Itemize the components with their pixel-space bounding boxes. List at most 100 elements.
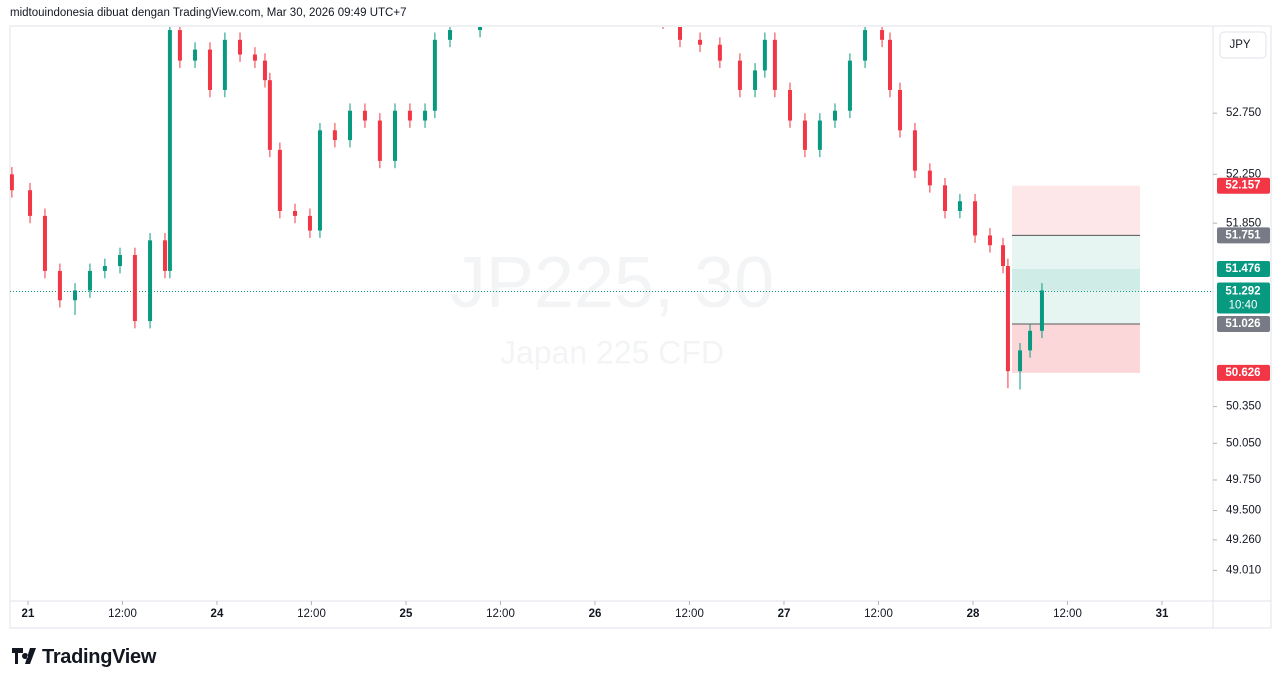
candle-body [222,39,227,90]
y-tick-label: 52.250 [1226,168,1261,180]
candle-body [267,80,272,150]
candle-body [148,240,153,322]
candle-body [87,270,92,291]
candle-body [817,120,822,150]
candle-body [1018,350,1023,372]
x-tick-label: 12:00 [864,608,893,620]
candle-body [57,270,62,301]
candle-body [307,215,312,231]
candle-body [377,120,382,161]
x-tick-label: 28 [967,608,980,620]
price-label-bg [1217,177,1270,194]
price-label-bg [1217,283,1270,314]
stop-zone-lower [1012,323,1140,373]
candle-body [698,39,703,45]
candle-body [193,49,198,61]
candle-body [912,130,917,171]
currency-label: JPY [1229,39,1250,51]
candle-body [788,89,793,121]
x-tick-label: 24 [211,608,224,620]
x-tick-label: 12:00 [297,608,326,620]
candle-body [802,120,807,150]
price-label: 50.626 [1225,367,1260,379]
price-label: 51.751 [1225,229,1261,241]
candle-body [252,54,257,61]
candle-body [332,130,337,141]
logo-text: TradingView [42,646,157,668]
candle-body [42,215,47,271]
candle-body [518,0,522,9]
candle-body [73,290,78,301]
candle-body [348,110,353,141]
candle-body [207,49,212,90]
candle-body [1039,290,1044,331]
candle-body [447,30,452,40]
candle-body [10,174,14,191]
x-tick-label: 21 [22,608,35,620]
candle-body [478,27,483,31]
x-tick-label: 27 [778,608,791,620]
header: midtouindonesia dibuat dengan TradingVie… [10,7,407,19]
candle-body [942,185,947,211]
candle-body [392,110,397,161]
candle-body [973,201,978,236]
candle-body [847,60,852,111]
chart-frame [9,25,1272,629]
candle-body [162,240,167,271]
y-tick-label: 49.260 [1226,534,1261,546]
y-tick-label: 49.010 [1226,564,1261,576]
candle-body [987,235,992,246]
x-tick-label: 12:00 [675,608,704,620]
candle-body [575,0,579,15]
candle-body [432,39,437,111]
candle-body [618,0,622,15]
candle-body [863,30,868,61]
candle-body [1005,266,1010,372]
y-tick-label: 52.750 [1226,107,1261,119]
candle-body [717,44,722,61]
candle-body [28,190,33,216]
y-tick-label: 49.500 [1226,505,1261,517]
price-label: 51.026 [1225,318,1260,330]
candle-body [167,30,172,271]
candle-body [661,0,665,21]
price-label-bg [1217,227,1270,244]
candle-body [898,89,903,131]
y-tick-label: 49.750 [1226,474,1261,486]
x-tick-label: 12:00 [108,608,137,620]
y-tick-label: 50.050 [1226,437,1261,449]
price-label-bg [1217,315,1270,332]
candle-body [102,266,107,271]
candle-body [117,255,122,267]
candle-body [957,201,962,211]
countdown: 10:40 [1229,299,1258,311]
candle-body [832,110,837,121]
currency-button[interactable] [1219,31,1267,59]
candle-body [772,39,777,90]
x-tick-label: 26 [589,608,602,620]
stop-zone-upper [1012,185,1140,236]
target-zone [1012,235,1140,324]
x-tick-label: 12:00 [486,608,515,620]
candle-body [1028,330,1033,351]
y-tick-label: 50.350 [1226,401,1261,413]
price-label: 51.292 [1225,285,1260,297]
candle-body [238,39,243,55]
candle-body [880,30,885,40]
price-label-bg [1217,364,1270,381]
price-label: 51.476 [1225,263,1260,275]
candle-body [177,30,182,61]
candle-body [927,170,932,186]
x-tick-label: 12:00 [1053,608,1082,620]
candle-body [887,39,892,90]
candle-body [317,130,322,231]
logo-icon [12,648,36,664]
candle-body [262,60,267,81]
candle-body [737,60,742,90]
candle-body [1001,245,1006,267]
price-label: 52.157 [1225,180,1260,192]
candle-body [762,39,767,71]
x-tick-label: 25 [400,608,413,620]
